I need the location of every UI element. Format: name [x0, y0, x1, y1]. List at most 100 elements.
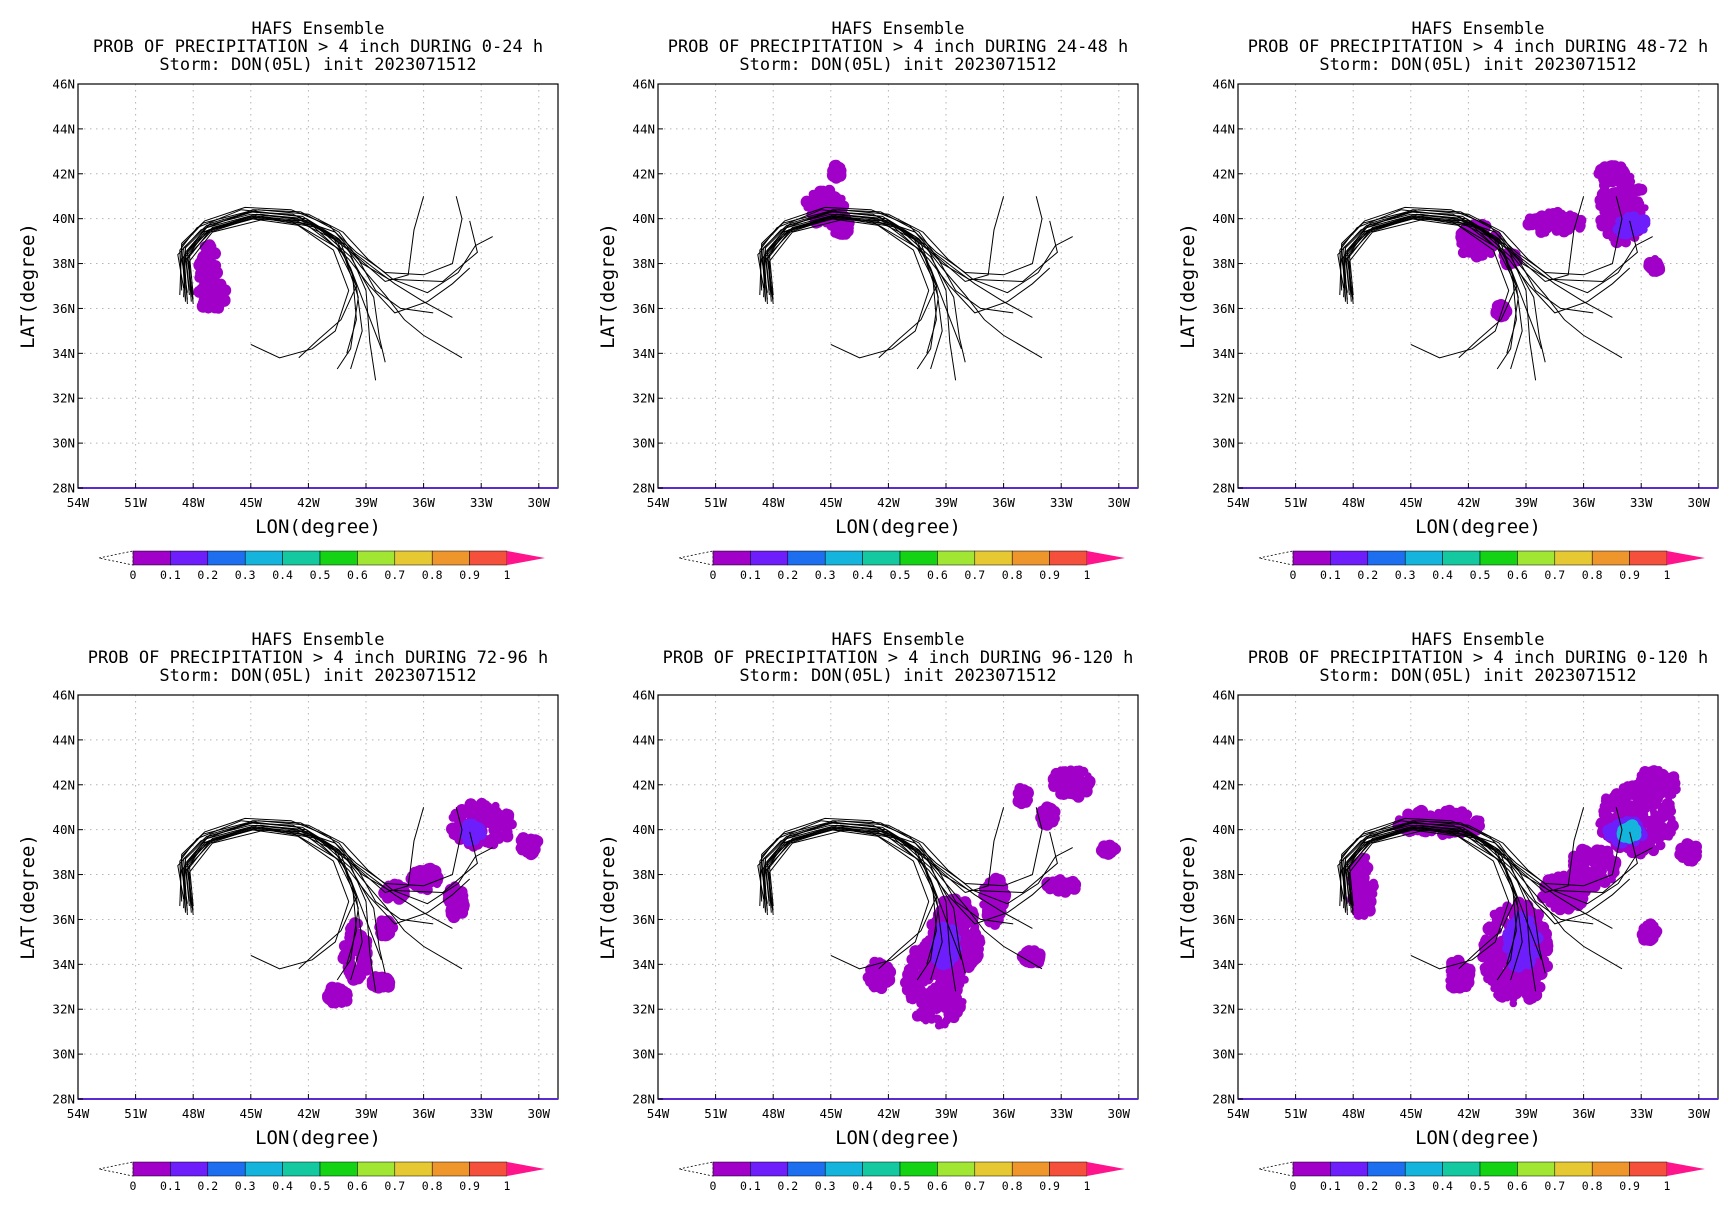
- colorbar-label: 0.2: [197, 1179, 218, 1193]
- y-tick-label: 32N: [632, 1002, 655, 1017]
- panel-subtitle: PROB OF PRECIPITATION > 4 inch DURING 0-…: [1248, 648, 1709, 668]
- colorbar-label: 0.8: [1002, 568, 1023, 582]
- x-tick-label: 39W: [355, 1106, 378, 1121]
- colorbar-label: 0.1: [1320, 1179, 1341, 1193]
- x-tick-label: 36W: [992, 1106, 1015, 1121]
- y-tick-label: 36N: [1212, 301, 1235, 316]
- probability-cell: [1537, 962, 1548, 973]
- plot-area: [658, 84, 1138, 488]
- colorbar-segment: [208, 1162, 245, 1176]
- probability-cell: [1017, 797, 1027, 807]
- x-tick-label: 42W: [297, 1106, 320, 1121]
- colorbar: 0 0.1 0.2 0.3 0.4 0.5 0.6 0.7 0.8 0.9 1: [679, 1162, 1125, 1193]
- panel-title: HAFS Ensemble: [1411, 630, 1544, 650]
- colorbar-high-arrow: [507, 551, 545, 565]
- colorbar-segment: [283, 551, 320, 565]
- probability-cell: [1053, 880, 1065, 892]
- colorbar-label: 0: [710, 1179, 717, 1193]
- y-tick-label: 44N: [52, 121, 75, 136]
- probability-cell: [1070, 884, 1080, 894]
- colorbar-segment: [170, 1162, 207, 1176]
- y-tick-label: 44N: [52, 732, 75, 747]
- y-tick-label: 30N: [52, 1047, 75, 1062]
- probability-cell: [1601, 797, 1609, 805]
- y-axis-label: LAT(degree): [1177, 834, 1199, 960]
- probability-cell: [210, 294, 219, 303]
- probability-cell: [1359, 883, 1371, 895]
- panel-6: HAFS EnsemblePROB OF PRECIPITATION > 4 i…: [1177, 630, 1718, 1193]
- y-tick-label: 42N: [1212, 777, 1235, 792]
- probability-cell: [1105, 850, 1114, 859]
- y-tick-label: 44N: [632, 732, 655, 747]
- probability-cell: [945, 997, 953, 1005]
- x-tick-label: 45W: [240, 495, 263, 510]
- y-tick-label: 38N: [52, 256, 75, 271]
- probability-cell: [1561, 221, 1570, 230]
- colorbar-label: 1: [504, 1179, 511, 1193]
- panel-title: HAFS Ensemble: [831, 19, 964, 39]
- colorbar-segment: [245, 551, 282, 565]
- y-tick-label: 34N: [52, 957, 75, 972]
- probability-cell: [208, 245, 216, 253]
- colorbar-label: 1: [1084, 1179, 1091, 1193]
- x-tick-label: 54W: [67, 1106, 90, 1121]
- colorbar-label: 0.5: [890, 1179, 911, 1193]
- panel-storm-line: Storm: DON(05L) init 2023071512: [1319, 666, 1636, 686]
- probability-cell: [1603, 806, 1612, 815]
- x-tick-label: 51W: [124, 1106, 147, 1121]
- probability-cell: [1643, 936, 1653, 946]
- probability-cell: [1068, 776, 1079, 787]
- colorbar-label: 0: [1290, 568, 1297, 582]
- colorbar-label: 0.3: [815, 1179, 836, 1193]
- panel-storm-line: Storm: DON(05L) init 2023071512: [159, 666, 476, 686]
- x-tick-label: 42W: [297, 495, 320, 510]
- x-tick-label: 48W: [1342, 1106, 1365, 1121]
- probability-cell: [833, 231, 841, 239]
- y-tick-label: 28N: [1212, 1092, 1235, 1107]
- colorbar-segment: [432, 1162, 469, 1176]
- probability-cell: [1548, 208, 1558, 218]
- x-tick-label: 51W: [704, 495, 727, 510]
- probability-cell: [1667, 800, 1675, 808]
- probability-cell: [1630, 192, 1637, 199]
- y-tick-label: 38N: [1212, 256, 1235, 271]
- y-tick-label: 46N: [1212, 688, 1235, 703]
- x-tick-label: 48W: [762, 495, 785, 510]
- colorbar-label: 0.8: [422, 568, 443, 582]
- probability-cell: [1607, 167, 1615, 175]
- colorbar-segment: [395, 1162, 432, 1176]
- probability-cell: [864, 973, 874, 983]
- probability-cell: [1454, 960, 1466, 972]
- x-tick-label: 30W: [1688, 1106, 1711, 1121]
- y-tick-label: 36N: [52, 912, 75, 927]
- probability-cell: [1527, 220, 1537, 230]
- y-tick-label: 40N: [52, 822, 75, 837]
- probability-cell: [384, 980, 394, 990]
- colorbar-segment: [1368, 551, 1405, 565]
- colorbar-segment: [1630, 551, 1667, 565]
- x-axis-label: LON(degree): [255, 1127, 381, 1149]
- probability-cell: [1656, 831, 1666, 841]
- y-tick-label: 32N: [52, 391, 75, 406]
- probability-cell: [1594, 845, 1606, 857]
- probability-cell: [801, 196, 814, 209]
- colorbar-segment: [750, 551, 787, 565]
- x-tick-label: 48W: [762, 1106, 785, 1121]
- x-tick-label: 45W: [1400, 495, 1423, 510]
- x-tick-label: 30W: [1688, 495, 1711, 510]
- colorbar-label: 0.2: [197, 568, 218, 582]
- y-tick-label: 44N: [1212, 121, 1235, 136]
- plot-area: [1238, 84, 1718, 488]
- y-tick-label: 38N: [1212, 867, 1235, 882]
- x-axis-label: LON(degree): [835, 1127, 961, 1149]
- colorbar-label: 0.8: [1002, 1179, 1023, 1193]
- y-tick-label: 46N: [52, 688, 75, 703]
- panel-4: HAFS EnsemblePROB OF PRECIPITATION > 4 i…: [17, 630, 558, 1193]
- probability-cell: [208, 282, 219, 293]
- probability-cell: [450, 900, 462, 912]
- probability-cell: [210, 260, 221, 271]
- colorbar-segment: [713, 551, 750, 565]
- colorbar-segment: [470, 551, 507, 565]
- probability-cell: [830, 171, 842, 183]
- colorbar-label: 0.6: [347, 1179, 368, 1193]
